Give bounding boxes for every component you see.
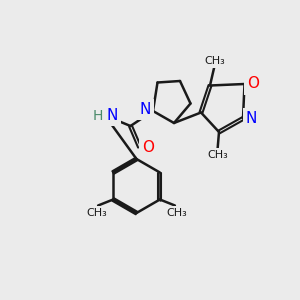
Text: CH₃: CH₃ (204, 56, 225, 66)
Text: N: N (106, 108, 118, 123)
Text: CH₃: CH₃ (207, 150, 228, 161)
Text: H: H (93, 109, 104, 122)
Text: CH₃: CH₃ (166, 208, 187, 218)
Text: CH₃: CH₃ (86, 208, 107, 218)
Text: O: O (247, 76, 259, 92)
Text: O: O (142, 140, 154, 154)
Text: N: N (140, 102, 151, 117)
Text: N: N (246, 111, 257, 126)
